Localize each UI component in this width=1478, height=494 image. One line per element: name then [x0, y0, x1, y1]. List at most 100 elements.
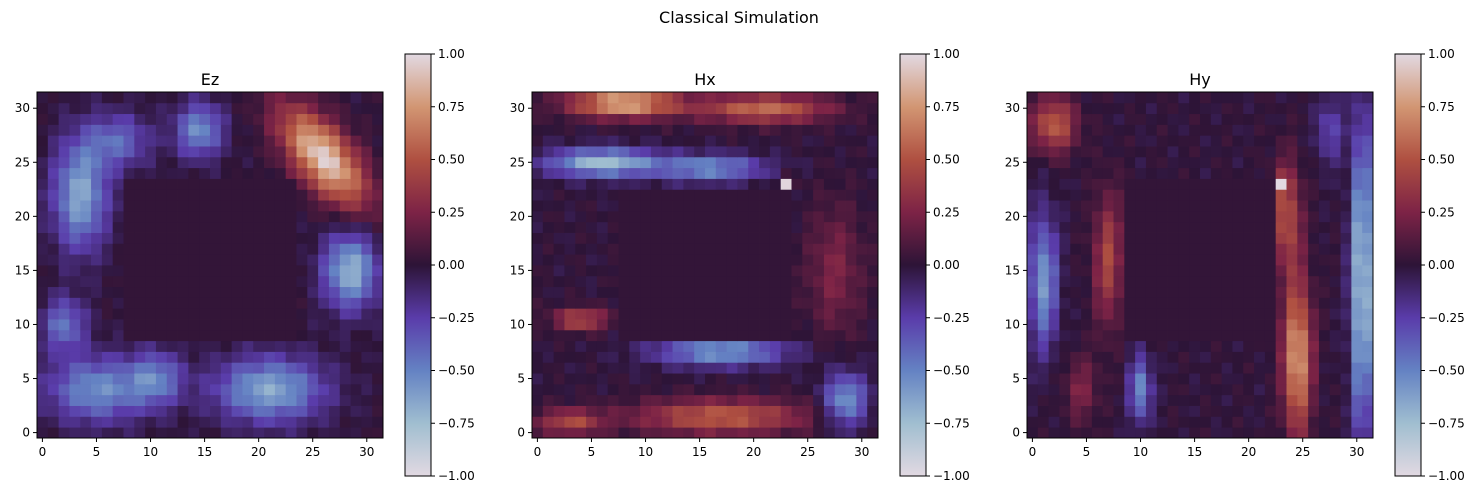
- heatmap-cell: [1178, 319, 1190, 331]
- heatmap-cell: [867, 135, 879, 147]
- heatmap-cell: [101, 351, 114, 363]
- heatmap-cell: [296, 340, 308, 352]
- heatmap-cell: [1275, 340, 1287, 352]
- heatmap-cell: [1243, 373, 1255, 385]
- heatmap-cell: [532, 362, 544, 374]
- heatmap-cell: [361, 427, 373, 439]
- heatmap-cell: [694, 394, 706, 406]
- heatmap-cell: [1200, 156, 1212, 169]
- heatmap-cell: [372, 394, 384, 406]
- heatmap-cell: [1167, 189, 1179, 201]
- heatmap-cell: [586, 394, 598, 406]
- heatmap-cell: [542, 178, 555, 190]
- heatmap-cell: [112, 92, 124, 104]
- heatmap-cell: [296, 156, 308, 169]
- heatmap-cell: [596, 243, 609, 255]
- heatmap-cell: [1048, 308, 1060, 320]
- heatmap-cell: [1243, 92, 1255, 104]
- heatmap-cell: [242, 146, 254, 158]
- heatmap-cell: [748, 243, 760, 255]
- heatmap-cell: [715, 92, 728, 104]
- heatmap-cell: [780, 243, 792, 255]
- heatmap-cell: [1308, 178, 1320, 190]
- heatmap-cell: [1243, 135, 1255, 147]
- heatmap-cell: [542, 308, 555, 320]
- heatmap-cell: [759, 340, 771, 352]
- heatmap-cell: [1048, 221, 1060, 233]
- heatmap-cell: [210, 156, 222, 169]
- heatmap-cell: [242, 362, 254, 374]
- heatmap-cell: [1059, 189, 1071, 201]
- heatmap-cell: [1329, 146, 1341, 158]
- heatmap-cell: [1351, 113, 1363, 125]
- heatmap-cell: [1059, 351, 1071, 363]
- heatmap-cell: [640, 189, 652, 201]
- heatmap-cell: [350, 124, 362, 136]
- heatmap-cell: [780, 351, 792, 363]
- heatmap-cell: [596, 102, 609, 115]
- heatmap-cell: [1297, 308, 1309, 320]
- heatmap-cell: [231, 427, 243, 439]
- heatmap-cell: [1275, 275, 1287, 288]
- heatmap-cell: [1340, 156, 1352, 169]
- heatmap-cell: [1167, 124, 1179, 136]
- heatmap-cell: [210, 210, 222, 223]
- heatmap-cell: [1340, 232, 1352, 244]
- heatmap-cell: [834, 394, 846, 406]
- heatmap-cell: [1189, 308, 1201, 320]
- heatmap-cell: [575, 394, 587, 406]
- heatmap-cell: [813, 210, 825, 223]
- heatmap-cell: [834, 146, 846, 158]
- heatmap-cell: [166, 329, 178, 342]
- heatmap-cell: [155, 243, 168, 255]
- heatmap-cell: [1221, 416, 1233, 428]
- heatmap-cell: [726, 178, 738, 190]
- heatmap-cell: [683, 200, 695, 212]
- heatmap-cell: [553, 329, 565, 342]
- heatmap-cell: [1145, 308, 1158, 320]
- heatmap-cell: [1232, 167, 1244, 179]
- heatmap-cell: [1254, 167, 1266, 179]
- heatmap-cell: [1210, 319, 1223, 331]
- heatmap-cell: [1102, 275, 1114, 288]
- heatmap-cell: [1156, 383, 1168, 396]
- heatmap-cell: [1264, 275, 1277, 288]
- heatmap-cell: [264, 124, 276, 136]
- heatmap-cell: [1221, 383, 1233, 396]
- heatmap-cell: [834, 92, 846, 104]
- heatmap-cell: [1275, 286, 1287, 298]
- heatmap-cell: [1243, 113, 1255, 125]
- heatmap-cell: [1145, 265, 1158, 277]
- heatmap-cell: [134, 362, 146, 374]
- heatmap-cell: [1189, 427, 1201, 439]
- heatmap-cell: [155, 92, 168, 104]
- heatmap-cell: [1318, 394, 1331, 406]
- y-tick-label: 0: [22, 426, 30, 440]
- heatmap-cell: [1124, 146, 1136, 158]
- heatmap-cell: [1167, 383, 1179, 396]
- heatmap-cell: [1318, 254, 1331, 266]
- heatmap-cell: [1221, 156, 1233, 169]
- heatmap-cell: [1318, 232, 1331, 244]
- heatmap-cell: [586, 416, 598, 428]
- heatmap-cell: [1156, 286, 1168, 298]
- heatmap-cell: [748, 113, 760, 125]
- heatmap-cell: [726, 373, 738, 385]
- heatmap-cell: [1135, 265, 1147, 277]
- heatmap-cell: [629, 362, 641, 374]
- heatmap-cell: [629, 373, 641, 385]
- heatmap-cell: [274, 265, 287, 277]
- heatmap-cell: [210, 405, 222, 417]
- heatmap-cell: [759, 178, 771, 190]
- heatmap-cell: [672, 243, 684, 255]
- heatmap-cell: [640, 340, 652, 352]
- heatmap-cell: [58, 340, 70, 352]
- heatmap-cell: [596, 210, 609, 223]
- heatmap-cell: [37, 232, 49, 244]
- heatmap-cell: [264, 254, 276, 266]
- heatmap-cell: [231, 156, 243, 169]
- heatmap-cell: [705, 362, 717, 374]
- heatmap-cell: [69, 373, 81, 385]
- heatmap-cell: [867, 254, 879, 266]
- heatmap-cell: [155, 383, 168, 396]
